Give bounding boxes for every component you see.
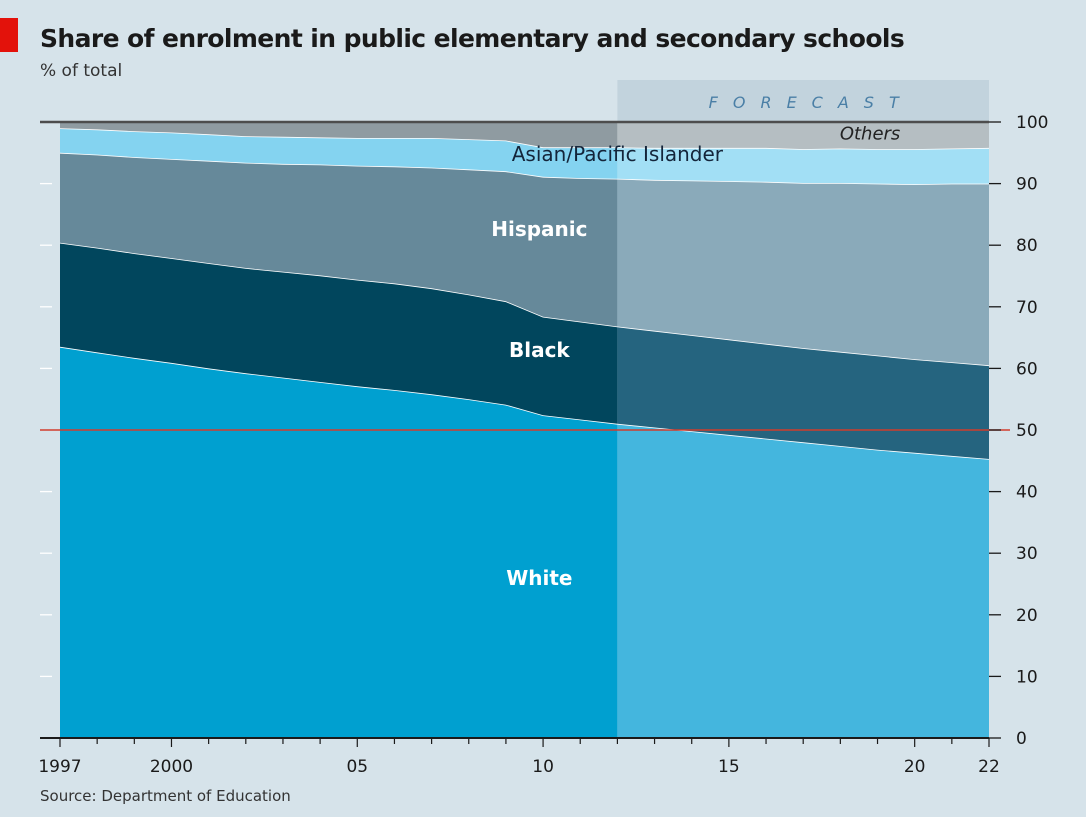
y-tick-label: 70 [1016, 298, 1038, 318]
area-others-forecast [617, 122, 989, 150]
x-tick-label: 15 [718, 757, 740, 777]
x-tick-label: 10 [532, 757, 554, 777]
y-tick-label: 20 [1016, 606, 1038, 626]
chart-source: Source: Department of Education [40, 787, 291, 805]
area-asian-forecast [617, 147, 989, 185]
x-tick-label: 1997 [38, 757, 81, 777]
y-tick-label: 40 [1016, 483, 1038, 503]
x-tick-label: 2000 [150, 757, 193, 777]
area-hispanic-actual [60, 152, 618, 327]
area-others-actual [60, 122, 618, 148]
series-label-asian: Asian/Pacific Islander [512, 142, 724, 166]
area-white-forecast [617, 423, 989, 738]
series-label-hispanic: Hispanic [491, 217, 587, 241]
area-asian-actual [60, 128, 618, 179]
series-label-black: Black [509, 338, 570, 362]
chart-title: Share of enrolment in public elementary … [40, 24, 905, 53]
y-tick-label: 10 [1016, 667, 1038, 687]
forecast-band [617, 80, 989, 122]
y-tick-label: 50 [1016, 421, 1038, 441]
brand-red-tab [0, 18, 18, 52]
forecast-label: FORECAST [709, 93, 914, 112]
gridlines [40, 120, 1010, 431]
axes: 1997 2000 05 10 15 20 22 0 10 20 30 40 50 60 70 80 90 100 [38, 113, 1048, 777]
y-tick-label: 60 [1016, 359, 1038, 379]
area-black-actual [60, 242, 618, 424]
y-tick-label: 90 [1016, 175, 1038, 195]
series-label-others: Others [840, 123, 901, 144]
y-tick-label: 100 [1016, 113, 1048, 133]
series-white [59, 346, 990, 738]
area-white-actual [60, 346, 618, 738]
chart-subtitle: % of total [40, 61, 123, 81]
y-tick-label: 80 [1016, 236, 1038, 256]
series-labels: White Black Hispanic Asian/Pacific Islander… [491, 123, 900, 589]
y-tick-label: 30 [1016, 544, 1038, 564]
series-others [60, 122, 989, 150]
y-tick-label: 0 [1016, 729, 1027, 749]
x-tick-label: 22 [978, 757, 1000, 777]
x-tick-label: 20 [904, 757, 926, 777]
x-tick-label: 05 [346, 757, 368, 777]
area-black-forecast [617, 326, 989, 459]
series-asian [59, 127, 990, 185]
series-layer [59, 122, 990, 738]
area-hispanic-forecast [617, 178, 989, 366]
series-label-white: White [506, 566, 572, 590]
